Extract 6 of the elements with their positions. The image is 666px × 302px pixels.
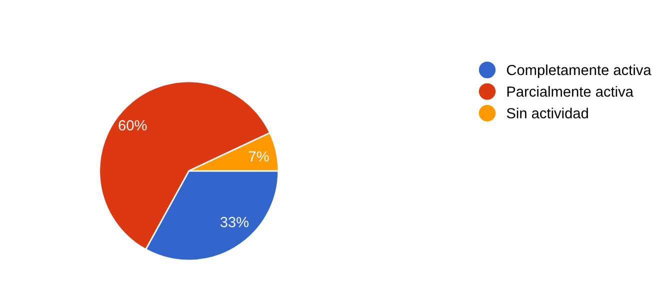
legend-label: Sin actividad bbox=[506, 108, 588, 118]
data-label: 7% bbox=[249, 151, 269, 162]
data-label: 33% bbox=[220, 216, 249, 228]
legend-label: Parcialmente activa bbox=[507, 86, 634, 97]
data-label: 60% bbox=[118, 120, 147, 130]
legend-label: Completamente activa bbox=[506, 64, 652, 78]
